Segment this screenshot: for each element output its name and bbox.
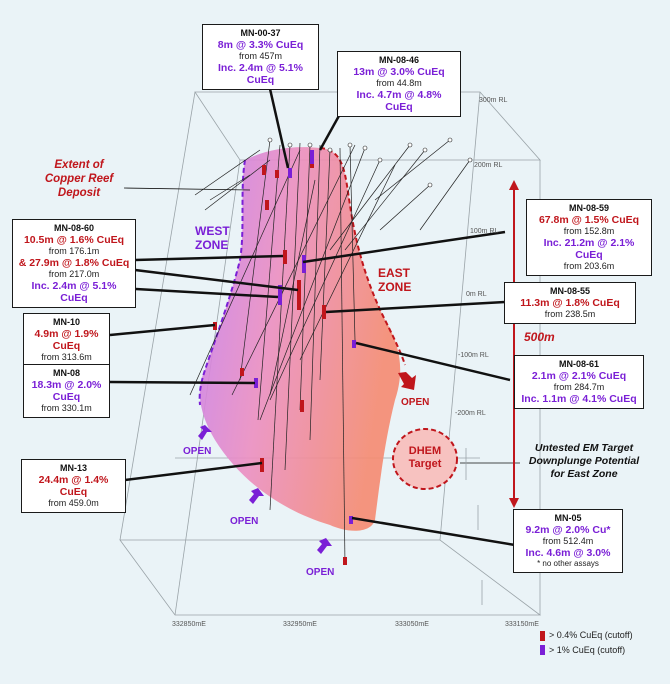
intercept-from: from 330.1m xyxy=(41,403,92,413)
callout-mn-08-55: MN-08-55 11.3m @ 1.8% CuEq from 238.5m xyxy=(504,282,636,324)
legend-label: > 0.4% CuEq (cutoff) xyxy=(549,630,633,640)
callout-mn-10: MN-10 4.9m @ 1.9% CuEq from 313.6m xyxy=(23,313,110,367)
easting-label-1: 332850mE xyxy=(172,621,206,628)
intercept-from: from 512.4m xyxy=(542,536,594,546)
intercept-from: from 284.7m xyxy=(553,382,605,392)
intercept-result: 13m @ 3.0% CuEq xyxy=(353,66,445,78)
legend-swatch-purple xyxy=(540,645,545,656)
legend-item: > 1% CuEq (cutoff) xyxy=(540,645,633,656)
hole-id: MN-10 xyxy=(52,317,80,327)
intercept-result: 8m @ 3.3% CuEq xyxy=(217,39,304,51)
extent-label: Extent of Copper Reef Deposit xyxy=(44,159,114,199)
intercepts-purple xyxy=(254,150,356,524)
callout-mn-08-46: MN-08-46 13m @ 3.0% CuEq from 44.8m Inc.… xyxy=(337,51,461,117)
rl-label-0: 0m RL xyxy=(466,291,487,298)
legend-label: > 1% CuEq (cutoff) xyxy=(549,644,626,655)
callout-mn-08-60: MN-08-60 10.5m @ 1.6% CuEq from 176.1m &… xyxy=(12,219,136,308)
easting-label-3: 333050mE xyxy=(395,621,429,628)
hole-id: MN-13 xyxy=(59,463,87,473)
rl-label-300: 300m RL xyxy=(479,97,508,104)
intercept-result: Inc. 4.6m @ 3.0% xyxy=(525,547,611,559)
hole-id: MN-00-37 xyxy=(240,28,281,38)
west-zone-outline xyxy=(198,159,246,406)
callout-mn-08-61: MN-08-61 2.1m @ 2.1% CuEq from 284.7m In… xyxy=(514,355,644,409)
intercept-from: from 176.1m xyxy=(48,246,100,256)
intercept-from: from 203.6m xyxy=(563,261,615,271)
intercept-result: Inc. 1.1m @ 4.1% CuEq xyxy=(521,393,637,405)
intercept-result: Inc. 2.4m @ 5.1% CuEq xyxy=(31,280,117,304)
legend: > 0.4% CuEq (cutoff) > 1% CuEq (cutoff) xyxy=(540,630,633,656)
zone-shape xyxy=(199,147,401,531)
rl-label-100: 100m RL xyxy=(470,228,499,235)
dhem-target-ellipse xyxy=(392,428,458,490)
legend-item: > 0.4% CuEq (cutoff) xyxy=(540,630,633,641)
intercept-result: Inc. 21.2m @ 2.1% CuEq xyxy=(543,237,635,261)
hole-id: MN-08-61 xyxy=(558,359,599,369)
easting-label-2: 332950mE xyxy=(283,621,317,628)
callout-mn-08: MN-08 18.3m @ 2.0% CuEq from 330.1m xyxy=(23,364,110,418)
intercept-from: from 217.0m xyxy=(48,269,100,279)
intercept-result: 2.1m @ 2.1% CuEq xyxy=(531,370,627,382)
collar-markers xyxy=(267,137,473,188)
intercept-result: 67.8m @ 1.5% CuEq xyxy=(538,214,640,226)
legend-swatch-red xyxy=(540,630,545,641)
callout-mn-08-59: MN-08-59 67.8m @ 1.5% CuEq from 152.8m I… xyxy=(526,199,652,276)
rl-label-200: 200m RL xyxy=(474,162,503,169)
intercept-result: 11.3m @ 1.8% CuEq xyxy=(520,297,620,309)
intercept-from: from 457m xyxy=(238,51,282,61)
intercept-result: 24.4m @ 1.4% CuEq xyxy=(38,474,109,498)
intercept-result: Inc. 2.4m @ 5.1% CuEq xyxy=(218,62,303,86)
hole-id: MN-08-46 xyxy=(378,55,419,65)
intercept-result: & 27.9m @ 1.8% CuEq xyxy=(18,257,130,269)
hole-id: MN-08-60 xyxy=(53,223,94,233)
intercept-result: 10.5m @ 1.6% CuEq xyxy=(23,234,125,246)
hole-id: MN-05 xyxy=(554,513,582,523)
open-label-1: OPEN xyxy=(183,446,212,457)
intercept-from: from 152.8m xyxy=(563,226,615,236)
extent-leader xyxy=(123,187,251,191)
hole-id: MN-08-59 xyxy=(568,203,609,213)
assay-note: * no other assays xyxy=(537,559,599,568)
intercept-from: from 313.6m xyxy=(41,352,92,362)
rl-label-minus100: -100m RL xyxy=(458,352,489,359)
intercept-from: from 44.8m xyxy=(376,78,422,88)
dhem-target-label: DHEM Target xyxy=(408,445,442,470)
west-zone-label: WEST ZONE xyxy=(195,224,230,252)
easting-label-4: 333150mE xyxy=(505,621,539,628)
intercept-result: 4.9m @ 1.9% CuEq xyxy=(34,328,99,352)
scale-label: 500m xyxy=(524,330,555,344)
rl-label-minus200: -200m RL xyxy=(455,410,486,417)
open-label-east: OPEN xyxy=(401,397,430,408)
callout-mn-13: MN-13 24.4m @ 1.4% CuEq from 459.0m xyxy=(21,459,126,513)
untested-em-label: Untested EM Target Downplunge Potential … xyxy=(528,442,640,480)
intercept-from: from 459.0m xyxy=(48,498,99,508)
callout-mn-00-37: MN-00-37 8m @ 3.3% CuEq from 457m Inc. 2… xyxy=(202,24,319,90)
scale-arrow xyxy=(509,180,519,508)
hole-id: MN-08 xyxy=(52,368,80,378)
drill-holes xyxy=(189,139,471,566)
depth-ticks xyxy=(465,448,483,605)
intercept-result: 9.2m @ 2.0% Cu* xyxy=(525,524,611,536)
open-label-3: OPEN xyxy=(306,567,335,578)
intercept-result: 18.3m @ 2.0% CuEq xyxy=(31,379,102,403)
open-arrow-red xyxy=(398,372,416,390)
callout-mn-05: MN-05 9.2m @ 2.0% Cu* from 512.4m Inc. 4… xyxy=(513,509,623,573)
open-arrows-purple xyxy=(198,425,332,554)
hole-id: MN-08-55 xyxy=(549,286,590,296)
intercept-result: Inc. 4.7m @ 4.8% CuEq xyxy=(356,89,442,113)
intercept-from: from 238.5m xyxy=(544,309,596,319)
east-zone-label: EAST ZONE xyxy=(378,266,412,294)
open-label-2: OPEN xyxy=(230,516,259,527)
